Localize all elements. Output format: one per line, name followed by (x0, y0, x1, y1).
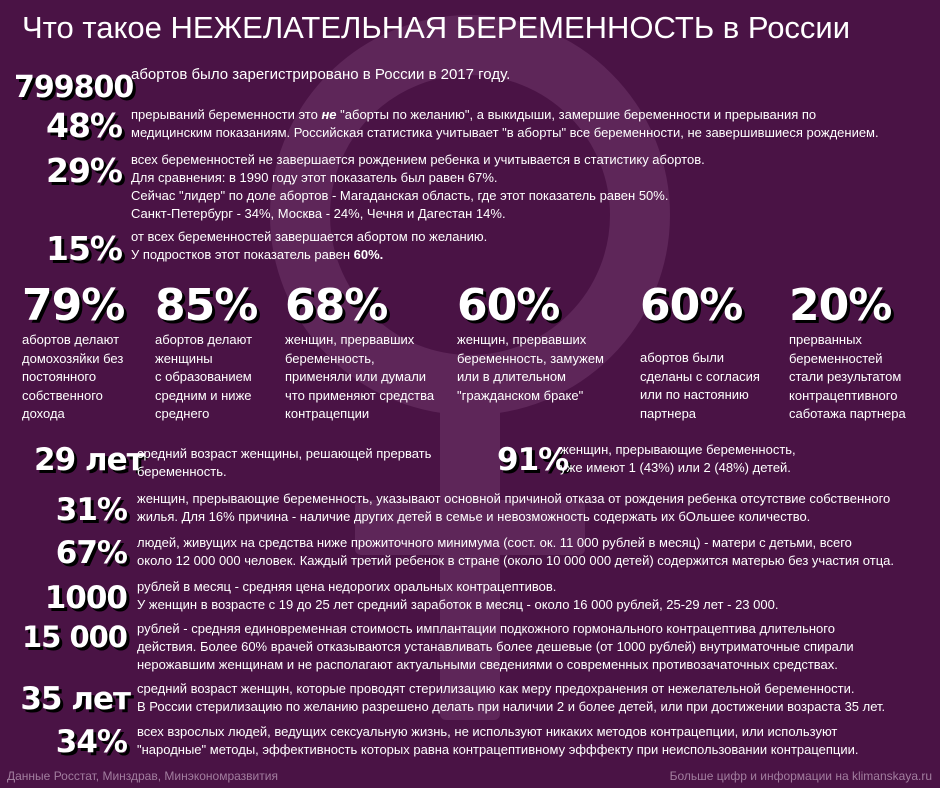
stat-text-799800: абортов было зарегистрировано в России в… (131, 66, 511, 83)
stat-value-91: 91% (497, 442, 569, 478)
stat-text-60-partner: абортов были сделаны с согласия или по н… (640, 350, 760, 421)
stat-value-29: 29% (46, 151, 123, 190)
stat-value-15000: 15 000 (22, 620, 128, 654)
stat-text-48: прерываний беременности это не "аборты п… (131, 107, 879, 140)
stat-value-34: 34% (55, 724, 128, 760)
stat-text-35-years: средний возраст женщин, которые проводят… (137, 681, 886, 714)
stat-value-60-married: 60% (457, 280, 560, 331)
footer-website: Больше цифр и информации на klimanskaya.… (669, 769, 932, 783)
page-title: Что такое НЕЖЕЛАТЕЛЬНАЯ БЕРЕМЕННОСТЬ в Р… (22, 10, 851, 45)
stat-value-20: 20% (789, 280, 892, 331)
stat-text-1000: рублей в месяц - средняя цена недорогих … (137, 579, 779, 612)
stat-value-48: 48% (46, 106, 123, 145)
stat-value-15: 15% (46, 229, 123, 268)
stat-value-67: 67% (55, 535, 128, 571)
stat-value-31: 31% (55, 492, 128, 528)
stat-value-35-years: 35 лет (20, 681, 131, 717)
stat-value-68: 68% (285, 280, 388, 331)
stat-text-29-years: средний возраст женщины, решающей прерва… (137, 446, 432, 479)
stat-value-85: 85% (155, 280, 258, 331)
stat-text-31: женщин, прерывающие беременность, указыв… (137, 491, 891, 524)
stat-text-91: женщин, прерывающие беременность, уже им… (560, 442, 796, 475)
stat-text-60-married: женщин, прервавших беременность, замужем… (457, 332, 604, 403)
stat-value-60-partner: 60% (640, 280, 743, 331)
stat-text-68: женщин, прервавших беременность, применя… (285, 332, 435, 421)
stat-text-67: людей, живущих на средства ниже прожиточ… (137, 535, 894, 568)
stat-value-29-years: 29 лет (34, 442, 145, 478)
footer-sources: Данные Росстат, Минздрав, Минэкономразви… (7, 769, 278, 783)
stat-text-79: абортов делают домохозяйки без постоянно… (22, 332, 124, 421)
stat-text-15000: рублей - средняя единовременная стоимост… (137, 621, 854, 672)
stat-text-34: всех взрослых людей, ведущих сексуальную… (137, 724, 859, 757)
stat-text-15: от всех беременностей завершается аборто… (131, 229, 488, 262)
stat-value-799800: 799800 (14, 70, 134, 105)
stat-value-79: 79% (22, 280, 125, 331)
stat-text-20: прерванных беременностей стали результат… (789, 332, 906, 421)
stat-value-1000: 1000 (44, 580, 128, 616)
stat-text-85: абортов делают женщины с образованием ср… (155, 332, 253, 421)
stat-text-29: всех беременностей не завершается рожден… (131, 152, 705, 221)
